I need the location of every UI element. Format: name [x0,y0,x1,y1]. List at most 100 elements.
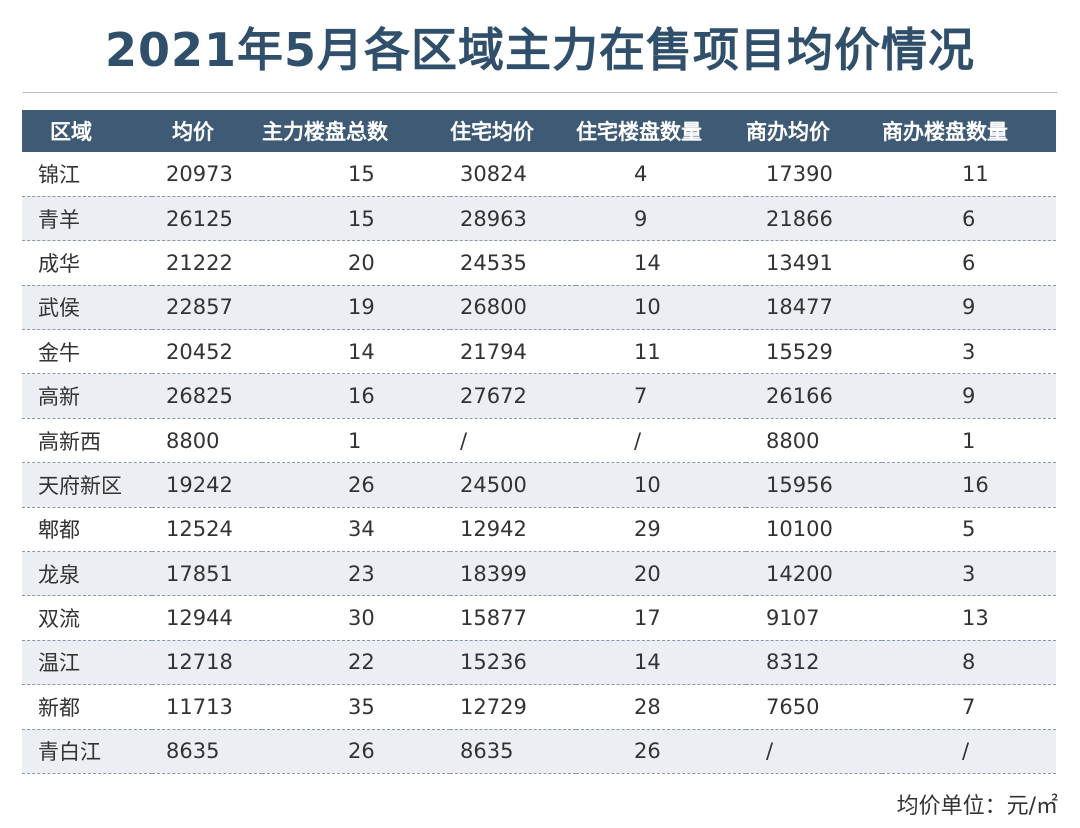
cell-commercial-price: 15529 [766,339,833,364]
cell-total-projects: 23 [348,561,375,586]
unit-note: 均价单位：元/㎡ [896,794,1058,819]
cell-commercial-price: 21866 [766,206,833,231]
cell-commercial-price: 14200 [766,561,833,586]
cell-district: 双流 [38,607,80,632]
cell-commercial-count: 11 [962,161,989,186]
table-row: 青白江 8635 26 8635 26 / / [22,729,1056,774]
cell-commercial-count: 5 [962,517,976,542]
cell-commercial-price: 8312 [766,650,820,675]
cell-residential-price: 27672 [460,384,527,409]
cell-residential-count: 4 [634,161,648,186]
cell-residential-count: / [634,428,642,453]
cell-avg-price: 17851 [166,561,233,586]
cell-residential-price: 24500 [460,472,527,497]
table-row: 金牛 20452 14 21794 11 15529 3 [22,330,1056,374]
cell-residential-price: / [460,428,468,453]
cell-commercial-price: 15956 [766,472,833,497]
cell-commercial-price: 10100 [766,517,833,542]
cell-residential-count: 11 [634,339,661,364]
table-row: 成华 21222 20 24535 14 13491 6 [22,241,1056,286]
cell-residential-price: 8635 [460,739,514,764]
cell-residential-price: 15877 [460,606,527,631]
cell-commercial-price: 13491 [766,250,833,275]
cell-avg-price: 12524 [166,517,233,542]
table-row: 温江 12718 22 15236 14 8312 8 [22,640,1056,685]
cell-residential-price: 12729 [460,694,527,719]
cell-avg-price: 26125 [166,206,233,231]
header-residential-price: 住宅均价 [450,120,534,144]
cell-district: 天府新区 [38,473,122,498]
price-table: 区域 均价 主力楼盘总数 住宅均价 住宅楼盘数量 商办均价 商办楼盘数量 锦江 2… [22,110,1056,774]
table-row: 双流 12944 30 15877 17 9107 13 [22,596,1056,641]
cell-commercial-count: 6 [962,250,976,275]
header-commercial-price: 商办均价 [746,120,830,144]
cell-commercial-price: 18477 [766,295,833,320]
cell-residential-price: 30824 [460,161,527,186]
table-row: 武侯 22857 19 26800 10 18477 9 [22,285,1056,330]
cell-residential-price: 28963 [460,206,527,231]
cell-commercial-count: 9 [962,384,976,409]
cell-district: 高新 [38,385,80,410]
cell-total-projects: 26 [348,472,375,497]
table-row: 新都 11713 35 12729 28 7650 7 [22,685,1056,730]
table-row: 高新西 8800 1 / / 8800 1 [22,418,1056,463]
cell-district: 成华 [38,251,80,276]
cell-district: 温江 [38,651,80,676]
cell-district: 新都 [38,695,80,720]
cell-residential-price: 21794 [460,339,527,364]
cell-commercial-price: / [766,739,774,764]
cell-residential-count: 17 [634,606,661,631]
cell-residential-count: 14 [634,250,661,275]
cell-district: 锦江 [38,162,80,187]
header-district: 区域 [50,120,92,144]
cell-total-projects: 35 [348,694,375,719]
cell-avg-price: 12944 [166,606,233,631]
header-avg-price: 均价 [172,120,214,144]
cell-residential-price: 15236 [460,650,527,675]
cell-district: 郫都 [38,518,80,543]
cell-residential-price: 24535 [460,250,527,275]
cell-residential-count: 14 [634,650,661,675]
cell-total-projects: 30 [348,606,375,631]
header-residential-count: 住宅楼盘数量 [576,120,702,144]
cell-residential-price: 12942 [460,517,527,542]
cell-avg-price: 11713 [166,694,233,719]
cell-total-projects: 22 [348,650,375,675]
cell-commercial-count: 9 [962,295,976,320]
cell-district: 青羊 [38,207,80,232]
cell-district: 龙泉 [38,562,80,587]
cell-commercial-price: 17390 [766,161,833,186]
cell-commercial-count: 7 [962,694,976,719]
cell-avg-price: 22857 [166,295,233,320]
cell-residential-count: 20 [634,561,661,586]
cell-residential-count: 28 [634,694,661,719]
cell-commercial-price: 7650 [766,694,820,719]
cell-commercial-count: 1 [962,428,976,453]
cell-commercial-count: 13 [962,606,989,631]
header-commercial-count: 商办楼盘数量 [882,120,1008,144]
cell-commercial-price: 9107 [766,606,820,631]
cell-commercial-count: 3 [962,561,976,586]
cell-avg-price: 8635 [166,739,220,764]
cell-total-projects: 20 [348,250,375,275]
cell-commercial-count: 8 [962,650,976,675]
cell-commercial-price: 8800 [766,428,820,453]
cell-total-projects: 34 [348,517,375,542]
cell-residential-count: 29 [634,517,661,542]
cell-residential-count: 10 [634,295,661,320]
cell-commercial-count: 6 [962,206,976,231]
table-row: 高新 26825 16 27672 7 26166 9 [22,373,1056,419]
cell-total-projects: 26 [348,739,375,764]
table-header-row: 区域 均价 主力楼盘总数 住宅均价 住宅楼盘数量 商办均价 商办楼盘数量 [22,110,1056,152]
cell-residential-price: 26800 [460,295,527,320]
cell-residential-count: 26 [634,739,661,764]
cell-avg-price: 12718 [166,650,233,675]
cell-district: 武侯 [38,296,80,321]
cell-district: 青白江 [38,740,101,765]
table-row: 龙泉 17851 23 18399 20 14200 3 [22,551,1056,596]
cell-commercial-price: 26166 [766,384,833,409]
cell-residential-count: 9 [634,206,648,231]
table-row: 锦江 20973 15 30824 4 17390 11 [22,152,1056,197]
table-row: 青羊 26125 15 28963 9 21866 6 [22,196,1056,241]
title-divider [22,92,1058,93]
